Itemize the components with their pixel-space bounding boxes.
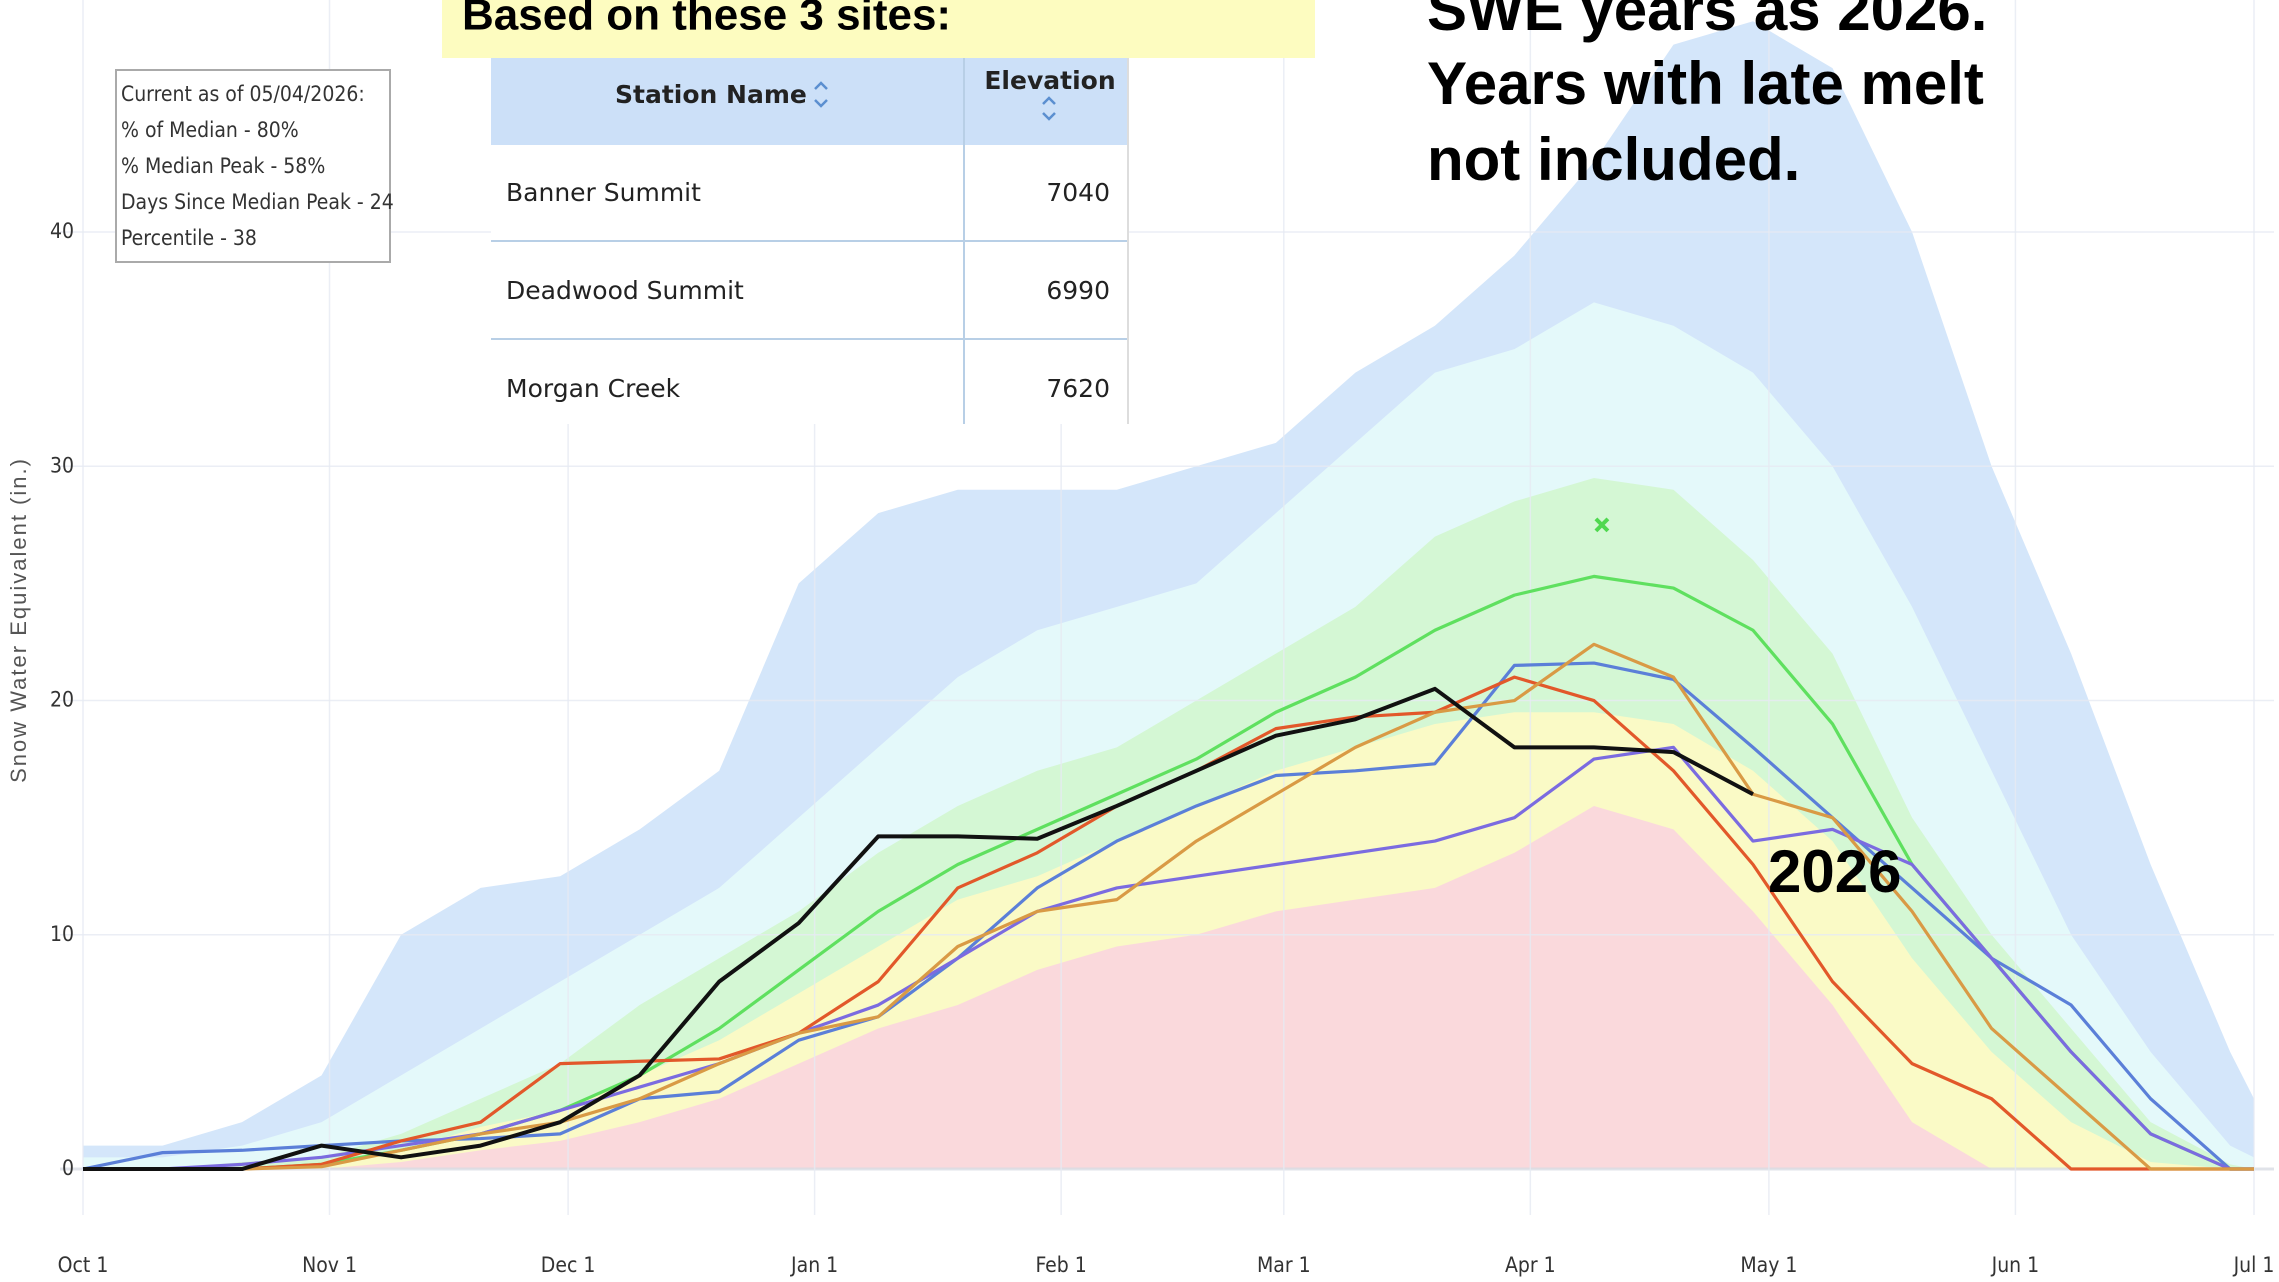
y-axis-label: Snow Water Equivalent (in.) (6, 457, 31, 783)
year-line (83, 686, 1754, 1172)
info-line: Days Since Median Peak - 24 (121, 190, 394, 214)
year-line (83, 642, 2254, 1171)
station-name: Deadwood Summit (506, 276, 744, 305)
x-tick-label: May 1 (1740, 1253, 1797, 1277)
x-tick-label: Jan 1 (790, 1253, 838, 1277)
note-line: Years with late melt (1427, 50, 1984, 117)
x-tick-label: Dec 1 (541, 1253, 596, 1277)
y-tick-label: 20 (50, 688, 74, 712)
info-lines: Current as of 05/04/2026: % of Median - 8… (121, 82, 394, 250)
info-box (115, 69, 391, 263)
table-rows: Banner Summit 7040 Deadwood Summit 6990 Morg… (506, 178, 1110, 403)
station-elevation: 6990 (1046, 276, 1110, 305)
sort-icon[interactable] (1042, 96, 1056, 121)
y-tick-label: 30 (50, 453, 74, 477)
x-tick-label: Oct 1 (58, 1253, 109, 1277)
x-tick-label: Jun 1 (1991, 1253, 2040, 1277)
series-label: 2026 (1768, 838, 1901, 905)
banner-text: Based on these 3 sites: (462, 0, 951, 40)
x-tick-label: Jul 1 (2233, 1253, 2275, 1277)
x-tick-label: Feb 1 (1035, 1253, 1086, 1277)
median-peak-marker (1594, 517, 1610, 533)
column-header[interactable]: Elevation (984, 66, 1115, 95)
x-tick-label: Apr 1 (1505, 1253, 1556, 1277)
station-name: Morgan Creek (506, 374, 681, 403)
x-tick-label: Mar 1 (1257, 1253, 1311, 1277)
info-line: % Median Peak - 58% (121, 154, 325, 178)
y-tick-label: 40 (50, 219, 74, 243)
note-line: SWE years as 2026. (1427, 0, 1987, 43)
banner-box (442, 0, 1315, 58)
info-line: Percentile - 38 (121, 226, 257, 250)
percentile-band (83, 805, 2254, 1170)
y-tick-label: 0 (62, 1156, 74, 1180)
y-tick-label: 10 (50, 922, 74, 946)
column-header[interactable]: Station Name (615, 80, 807, 109)
sort-icon[interactable] (814, 81, 828, 108)
plot-area: 0 10 20 30 40 Oct 1 Nov 1 Dec 1 Jan 1 Feb 1 Mar 1 A… (50, 0, 2274, 1277)
station-name: Banner Summit (506, 178, 701, 207)
station-elevation: 7040 (1046, 178, 1110, 207)
info-line: % of Median - 80% (121, 118, 299, 142)
station-elevation: 7620 (1046, 374, 1110, 403)
info-line: Current as of 05/04/2026: (121, 82, 365, 106)
note-line: not included. (1427, 126, 1800, 193)
station-table: Station Name Elevation Banner Summit 7040… (491, 58, 1129, 424)
table-header (491, 58, 1128, 145)
x-tick-label: Nov 1 (302, 1253, 357, 1277)
